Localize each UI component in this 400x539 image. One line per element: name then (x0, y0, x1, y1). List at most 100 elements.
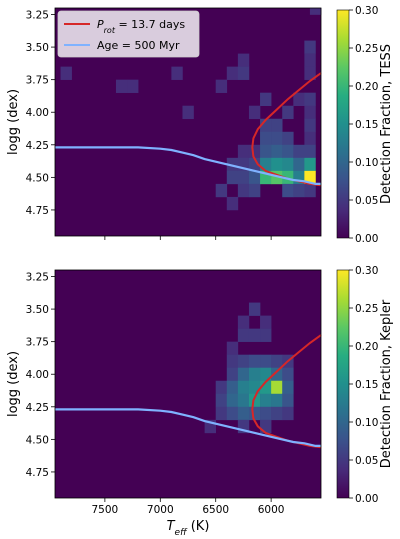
tess-heatmap-cell (293, 183, 305, 198)
kepler-heatmap-cell (237, 328, 250, 342)
kepler-heatmap-cell (248, 380, 261, 395)
kepler-heatmap-cell (226, 354, 239, 369)
tess-panel: 3.253.503.754.004.254.504.75 logg (dex) … (6, 5, 394, 245)
x-axis-label: Teff (K) (167, 519, 210, 538)
tess-heatmap-cell (248, 183, 261, 198)
tess-heatmap-cell (304, 183, 316, 198)
tess-heatmap-cell (304, 157, 316, 172)
tess-heatmap-cell (293, 170, 305, 185)
tess-heatmap-cell (282, 183, 294, 198)
kepler-heatmap-cell (260, 380, 272, 395)
kepler-x-tick-label: 7000 (147, 504, 174, 516)
tess-heatmap-cell (271, 144, 283, 159)
kepler-heatmap-cell (260, 315, 272, 329)
tess-y-tick-label: 3.25 (26, 10, 49, 22)
kepler-heatmap-cell (237, 380, 250, 395)
tess-heatmap-cell (293, 157, 305, 172)
kepler-colorbar-ticks: 0.00 0.05 0.10 0.15 0.20 0.25 0.30 (349, 265, 378, 505)
kepler-heatmap (55, 270, 321, 498)
tess-heatmap-cell (171, 66, 183, 80)
tess-isochrone-curve (55, 146, 321, 185)
tess-heatmap-cell (304, 170, 316, 185)
tess-heatmap-cell (260, 131, 272, 146)
tess-heatmap-cell (271, 118, 283, 133)
tess-heatmap-cell (304, 66, 316, 80)
kepler-heatmap-cell (271, 393, 283, 408)
kepler-y-tick-label: 3.25 (26, 272, 49, 284)
tess-heatmap-cell (260, 170, 272, 185)
kepler-heatmap-cell (271, 406, 283, 421)
tess-heatmap-cell (304, 131, 316, 146)
kepler-heatmap-cell (260, 393, 272, 408)
kepler-heatmap-cell (226, 380, 239, 395)
kepler-heatmap-cell (271, 367, 283, 382)
tess-x-ticks (104, 236, 272, 240)
kepler-colorbar-tick-label: 0.10 (355, 417, 378, 429)
tess-y-tick-label: 3.50 (26, 42, 49, 54)
tess-heatmap-cell (260, 118, 272, 133)
kepler-y-tick-label: 4.25 (26, 402, 49, 414)
tess-heatmap-cell (127, 79, 139, 93)
tess-heatmap-cell (282, 131, 294, 146)
kepler-heatmap-cell (282, 406, 294, 421)
tess-heatmap-cell (293, 144, 305, 159)
kepler-colorbar-tick-label: 0.05 (355, 455, 378, 467)
tess-heatmap-cell (309, 8, 322, 15)
tess-heatmap-cell (260, 144, 272, 159)
tess-colorbar-label: Detection Fraction, TESS (379, 44, 394, 204)
kepler-heatmap-cell (271, 380, 283, 395)
tess-heatmap-cell (237, 66, 250, 80)
tess-heatmap-cell (282, 105, 294, 120)
legend-box (57, 10, 200, 58)
tess-heatmap-cell (304, 105, 316, 120)
kepler-heatmap-cell (260, 419, 272, 434)
kepler-heatmap-cell (248, 406, 261, 421)
tess-y-ticks: 3.25 3.50 3.75 4.00 4.25 4.50 4.75 (26, 10, 55, 217)
tess-heatmap-cell (115, 79, 128, 93)
kepler-heatmap-cell (248, 302, 261, 316)
tess-heatmap-cell (237, 53, 250, 67)
kepler-colorbar-tick-label: 0.00 (355, 493, 378, 505)
kepler-y-tick-label: 4.50 (26, 434, 49, 446)
kepler-heatmap-cell (226, 393, 239, 408)
legend-age-label: Age = 500 Myr (97, 39, 180, 52)
tess-colorbar-tick-label: 0.30 (355, 5, 378, 17)
kepler-heatmap-cell (282, 380, 294, 395)
kepler-colorbar (336, 269, 350, 499)
kepler-y-tick-label: 4.00 (26, 369, 49, 381)
kepler-heatmap-cell (215, 406, 228, 421)
tess-heatmap-cell (237, 157, 250, 172)
tess-y-tick-label: 4.50 (26, 172, 49, 184)
tess-colorbar-ticks: 0.00 0.05 0.10 0.15 0.20 0.25 0.30 (349, 5, 378, 245)
tess-colorbar-tick-label: 0.15 (355, 119, 378, 131)
tess-heatmap-cell (282, 144, 294, 159)
kepler-heatmap-cell (248, 328, 261, 342)
tess-heatmap-cell (304, 53, 316, 67)
tess-heatmap-cell (260, 157, 272, 172)
tess-y-tick-label: 4.00 (26, 107, 49, 119)
tess-colorbar-tick-label: 0.20 (355, 81, 378, 93)
tess-heatmap-cell (304, 40, 316, 54)
kepler-heatmap-cell (226, 367, 239, 382)
tess-heatmap-cell (260, 92, 272, 107)
legend-prot-label: Prot = 13.7 days (97, 18, 185, 35)
tess-heatmap-cell (271, 157, 283, 172)
tess-colorbar-tick-label: 0.10 (355, 157, 378, 169)
kepler-curves (55, 334, 322, 449)
kepler-colorbar-tick-label: 0.20 (355, 341, 378, 353)
kepler-heatmap-cell (260, 367, 272, 382)
kepler-panel: 7500 7000 6500 6000 3.25 3.50 3.75 4.00 4.25 4.5… (6, 265, 394, 538)
tess-y-axis-label: logg (dex) (6, 89, 21, 155)
kepler-heatmap-cell (204, 419, 217, 434)
kepler-y-axis-label: logg (dex) (6, 351, 21, 417)
kepler-heatmap-cell (226, 341, 239, 355)
kepler-heatmap-cell (215, 393, 228, 408)
tess-heatmap-cell (215, 79, 228, 93)
kepler-plot-frame (54, 269, 322, 499)
tess-y-tick-label: 4.25 (26, 140, 49, 152)
kepler-heatmap-cell (237, 367, 250, 382)
tess-heatmap-cell (237, 183, 250, 198)
kepler-colorbar-tick-label: 0.30 (355, 265, 378, 277)
tess-plot-frame (54, 7, 322, 237)
